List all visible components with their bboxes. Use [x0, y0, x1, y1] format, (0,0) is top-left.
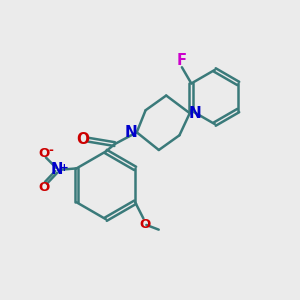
- Text: O: O: [39, 147, 50, 160]
- Text: O: O: [39, 181, 50, 194]
- Text: +: +: [60, 163, 69, 173]
- Text: -: -: [49, 144, 54, 157]
- Text: F: F: [177, 53, 187, 68]
- Text: N: N: [51, 162, 63, 177]
- Text: N: N: [125, 125, 138, 140]
- Text: O: O: [139, 218, 151, 231]
- Text: O: O: [76, 132, 89, 147]
- Text: N: N: [189, 106, 201, 121]
